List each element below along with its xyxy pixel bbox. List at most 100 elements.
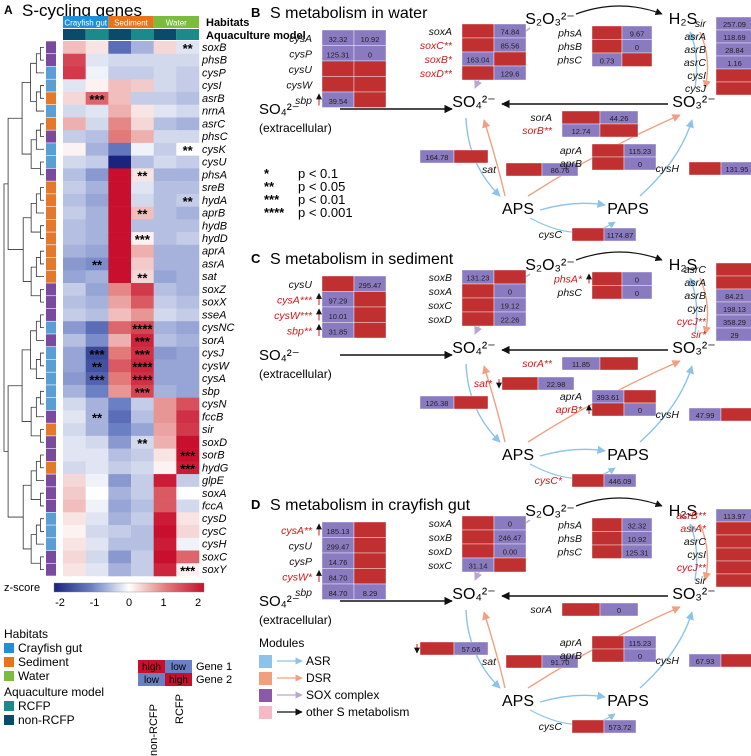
pathway-gene-label: phsA xyxy=(557,28,582,40)
pathway-cell xyxy=(715,521,751,536)
pathway-cell-value: 131.23 xyxy=(467,274,490,283)
heatmap-cell xyxy=(153,91,177,105)
heatmap-cell xyxy=(108,435,132,449)
pathway-gene-label: phsB xyxy=(557,533,582,545)
pathway-cell xyxy=(623,389,657,404)
significance-mark: *** xyxy=(135,385,151,400)
heatmap-cell xyxy=(153,499,177,513)
heatmap-cell xyxy=(108,104,132,118)
heatmap-cell xyxy=(176,142,200,156)
pathway-cell xyxy=(461,37,495,53)
pathway-gene-label: cysH xyxy=(656,409,680,421)
pathway-cell-value: 39.54 xyxy=(329,97,348,106)
heatmap-cell xyxy=(108,79,132,93)
heatmap-cell xyxy=(131,372,154,386)
heatmap-cell xyxy=(85,193,109,207)
heatmap-cell xyxy=(153,206,177,220)
significance-mark: ** xyxy=(137,168,148,183)
pathway-cell xyxy=(453,395,489,410)
heatmap-cell xyxy=(108,155,132,169)
compound-aps: APS xyxy=(502,693,534,710)
gene-row-label: hydG xyxy=(202,462,229,474)
heatmap-cell xyxy=(85,512,109,526)
pathway-cell xyxy=(353,322,387,339)
pathway-cell xyxy=(461,65,495,81)
pathway-cell xyxy=(599,356,639,371)
heatmap-cell xyxy=(153,79,177,93)
module-label: ASR xyxy=(306,654,331,668)
arrow-aps-so4 xyxy=(482,611,506,689)
pathway-cell xyxy=(688,161,722,176)
module-strip-cell xyxy=(46,525,56,538)
module-swatch xyxy=(259,655,272,668)
pathway-cell xyxy=(321,76,355,93)
heatmap-cell xyxy=(131,486,154,500)
heatmap-cell xyxy=(85,91,109,105)
heatmap-cell xyxy=(85,283,109,297)
pathway-gene-label: cysU xyxy=(289,64,313,76)
heatmap-cell xyxy=(131,66,154,80)
heatmap-cell xyxy=(108,181,132,195)
dendrogram-branch xyxy=(40,314,44,329)
pathway-cell xyxy=(599,602,639,617)
pathway-gene-label: sbp xyxy=(295,587,312,599)
heatmap-cell xyxy=(63,474,86,488)
modules-title: Modules xyxy=(259,636,304,650)
heatmap-cell xyxy=(153,41,177,55)
heatmap-cell xyxy=(108,219,132,233)
pathway-cell xyxy=(353,291,387,308)
module-label: other S metabolism xyxy=(306,705,409,719)
gene-key-high: high xyxy=(169,675,188,686)
pathway-cell-value: 14.76 xyxy=(329,558,348,567)
pathway-cell xyxy=(591,635,625,650)
gene-row-label: cysI xyxy=(202,80,222,92)
heatmap-cell xyxy=(153,193,177,207)
pathway-cell-value: 10.01 xyxy=(329,312,348,321)
heatmap-cell xyxy=(85,295,109,309)
pathway-cell-value: 97.29 xyxy=(329,296,348,305)
heatmap-cell xyxy=(176,435,200,449)
pathway-cell xyxy=(461,297,495,313)
pathway-gene-label: phsC xyxy=(556,55,582,67)
heatmap-cell xyxy=(108,397,132,411)
dendrogram-branch xyxy=(21,81,32,155)
heatmap-cell xyxy=(176,308,200,322)
gene-row-label: soxB xyxy=(202,42,226,54)
pathway-cell-value: 0 xyxy=(638,406,642,415)
compound-paps: PAPS xyxy=(607,447,649,464)
dendrogram-branch xyxy=(40,352,44,367)
heatmap-cell xyxy=(63,461,86,475)
compound-so4: SO₄²⁻ xyxy=(452,586,495,603)
heatmap-cell xyxy=(63,142,86,156)
dendrogram-branch xyxy=(30,203,41,233)
gene-row-label: phsA xyxy=(201,169,227,181)
module-label: SOX complex xyxy=(306,688,379,702)
dendrogram-branch xyxy=(30,470,41,500)
arrow-thiosulfate-h2s xyxy=(575,497,663,508)
heatmap-cell xyxy=(108,321,132,335)
legend-habitat-label: Crayfish gut xyxy=(18,641,83,655)
compound-so4-ext: SO₄²⁻ xyxy=(259,593,300,610)
heatmap-cell xyxy=(176,270,200,284)
habitat-bar-segment xyxy=(108,16,154,28)
heatmap-cell xyxy=(108,384,132,398)
heatmap-cell xyxy=(108,346,132,360)
dendrogram-branch xyxy=(40,288,44,303)
heatmap-cell xyxy=(63,321,86,335)
module-strip-cell xyxy=(46,79,56,92)
pathway-cell xyxy=(603,719,637,734)
pathway-cell xyxy=(353,60,387,77)
aquaculture-bar-cell xyxy=(176,29,199,40)
habitat-bar-segment xyxy=(63,16,109,28)
pathway-cell-value: 129.6 xyxy=(501,70,520,79)
module-strip-cell xyxy=(46,92,56,105)
pathway-cell-value: 0 xyxy=(635,275,639,284)
heatmap-cell xyxy=(108,525,132,539)
dendrogram-branch xyxy=(40,123,44,137)
pathway-cell xyxy=(591,402,625,417)
heatmap-cell xyxy=(63,117,86,131)
heatmap-cell xyxy=(85,130,109,144)
gene-row-label: hydD xyxy=(202,233,228,245)
pathway-cell-value: 86.76 xyxy=(551,166,570,175)
heatmap-cell xyxy=(63,193,86,207)
